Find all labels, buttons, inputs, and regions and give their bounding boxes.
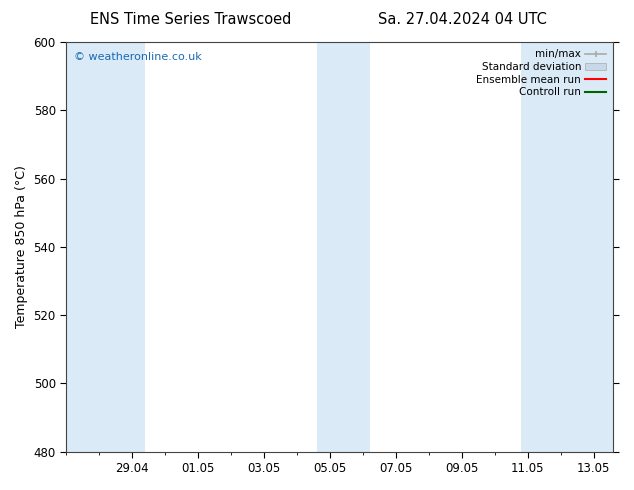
Text: Sa. 27.04.2024 04 UTC: Sa. 27.04.2024 04 UTC xyxy=(378,12,547,27)
Legend: min/max, Standard deviation, Ensemble mean run, Controll run: min/max, Standard deviation, Ensemble me… xyxy=(473,46,609,100)
Bar xyxy=(317,42,370,452)
Bar xyxy=(521,42,614,452)
Y-axis label: Temperature 850 hPa (°C): Temperature 850 hPa (°C) xyxy=(15,166,28,328)
Text: © weatheronline.co.uk: © weatheronline.co.uk xyxy=(74,52,202,62)
Text: ENS Time Series Trawscoed: ENS Time Series Trawscoed xyxy=(89,12,291,27)
Bar xyxy=(66,42,145,452)
